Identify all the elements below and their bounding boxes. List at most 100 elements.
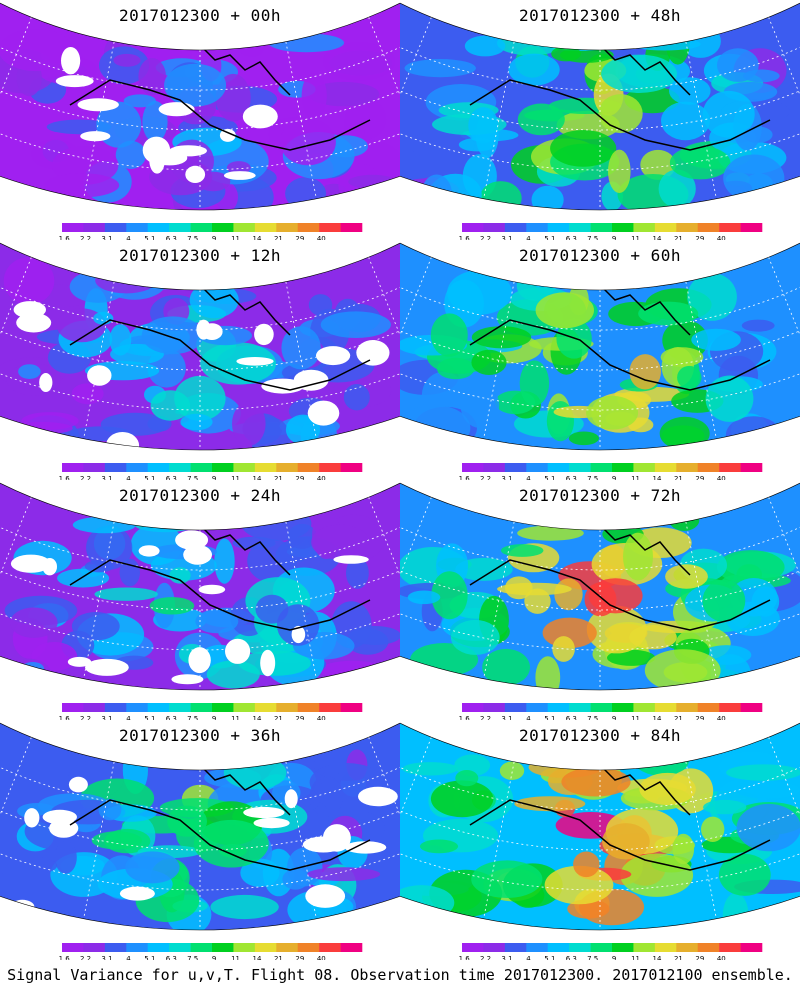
colorbar-tick-label: 6.3 — [566, 475, 577, 480]
colorbar-swatch — [319, 223, 341, 232]
coastline — [199, 284, 291, 336]
map-field-blob — [18, 364, 41, 379]
longitude-line — [685, 41, 717, 199]
map-field-blob — [471, 349, 507, 375]
colorbar-tick-label: 4 — [526, 475, 531, 480]
map-field-blob — [450, 619, 500, 655]
longitude-line — [0, 497, 32, 646]
map-field-blob — [0, 28, 73, 72]
longitude-line — [83, 281, 115, 439]
colorbar-tick-label: 11 — [231, 235, 240, 240]
map-field-blob — [544, 865, 614, 905]
map-field-blob — [104, 828, 151, 854]
map-boundary — [400, 242, 800, 451]
longitude-line — [483, 281, 515, 439]
colorbar-swatch — [612, 223, 634, 232]
colorbar-swatch — [697, 223, 720, 232]
colorbar-tick-label: 29 — [695, 235, 704, 240]
colorbar-tick-label: 6.3 — [566, 715, 577, 720]
map-field-blob — [471, 860, 543, 898]
map-field-blob — [741, 319, 775, 332]
colorbar-swatch — [254, 943, 277, 952]
map-field-blob — [226, 161, 251, 175]
colorbar-tick-label: 5.1 — [144, 475, 155, 480]
colorbar-swatch — [483, 703, 506, 712]
panel-title: 2017012300 + 24h — [118, 486, 282, 505]
colorbar-swatch — [676, 223, 699, 232]
colorbar-swatch — [340, 943, 363, 952]
colorbar-tick-label: 9 — [612, 715, 616, 720]
map-field-blob — [669, 146, 731, 180]
map-field-blob — [3, 257, 55, 305]
colorbar-tick-label: 1.6 — [459, 955, 471, 960]
longitude-line — [685, 281, 717, 439]
map-field-blob — [407, 590, 441, 605]
colorbar-swatch — [126, 703, 149, 712]
map-boundary — [400, 722, 800, 931]
variance-map — [0, 720, 400, 931]
map-field-blob — [167, 805, 208, 837]
longitude-line — [285, 281, 317, 439]
colorbar-swatch — [504, 943, 527, 952]
panel-title: 2017012300 + 48h — [518, 6, 682, 25]
map-field-blob — [458, 138, 496, 152]
colorbar-tick-label: 1.6 — [459, 715, 471, 720]
colorbar-swatch — [697, 943, 720, 952]
variance-map — [400, 720, 800, 931]
colorbar-tick-label: 21 — [674, 955, 683, 960]
map-field-blob — [307, 867, 381, 882]
colorbar-tick-label: 29 — [295, 715, 304, 720]
map-missing-area — [149, 147, 165, 174]
map-field-blob — [150, 390, 191, 421]
colorbar-swatch — [319, 703, 341, 712]
map-field-blob — [644, 649, 721, 690]
colorbar-swatch — [147, 463, 170, 472]
colorbar-tick-label: 5.1 — [544, 475, 555, 480]
map-field-blob — [551, 46, 581, 62]
map-missing-area — [358, 786, 398, 807]
colorbar-tick-label: 7.5 — [587, 715, 598, 720]
colorbar-swatch — [740, 703, 763, 712]
map-missing-area — [16, 312, 52, 333]
map-field-blob — [94, 587, 158, 601]
map-field-blob — [705, 375, 754, 422]
colorbar-tick-label: 11 — [631, 475, 640, 480]
longitude-line — [400, 17, 432, 166]
colorbar-swatch — [276, 223, 299, 232]
colorbar-swatch — [83, 463, 106, 472]
map-field-blob — [206, 660, 260, 689]
latitude-line — [0, 32, 400, 91]
colorbar-tick-label: 11 — [231, 715, 240, 720]
map-missing-area — [39, 373, 53, 392]
map-field-blob — [180, 413, 213, 431]
colorbar-swatch — [297, 223, 320, 232]
coastline — [69, 79, 371, 151]
colorbar-swatch — [590, 463, 613, 472]
colorbar-tick-label: 5.1 — [144, 715, 155, 720]
longitude-line — [768, 497, 800, 646]
longitude-line — [285, 41, 317, 199]
colorbar-swatch — [62, 463, 84, 472]
colorbar-swatch — [633, 943, 656, 952]
colorbar-swatch — [126, 223, 149, 232]
panel-title: 2017012300 + 36h — [118, 726, 282, 745]
colorbar-tick-label: 40 — [317, 955, 326, 960]
colorbar-tick-label: 6.3 — [566, 235, 577, 240]
map-field-blob — [550, 130, 617, 167]
colorbar-tick-label: 4 — [126, 475, 131, 480]
map-missing-area — [260, 649, 276, 677]
colorbar-swatch — [526, 223, 549, 232]
longitude-line — [83, 521, 115, 679]
map-field-blob — [195, 609, 239, 634]
latitude-line — [0, 512, 400, 571]
colorbar-swatch — [297, 703, 320, 712]
colorbar-tick-label: 21 — [274, 715, 283, 720]
map-missing-area — [253, 817, 290, 829]
longitude-line — [483, 521, 515, 679]
map-field-blob — [620, 853, 694, 897]
longitude-line — [0, 17, 32, 166]
colorbar-tick-label: 9 — [212, 715, 216, 720]
colorbar-swatch — [190, 463, 213, 472]
colorbar-swatch — [340, 703, 363, 712]
longitude-line — [285, 761, 317, 919]
